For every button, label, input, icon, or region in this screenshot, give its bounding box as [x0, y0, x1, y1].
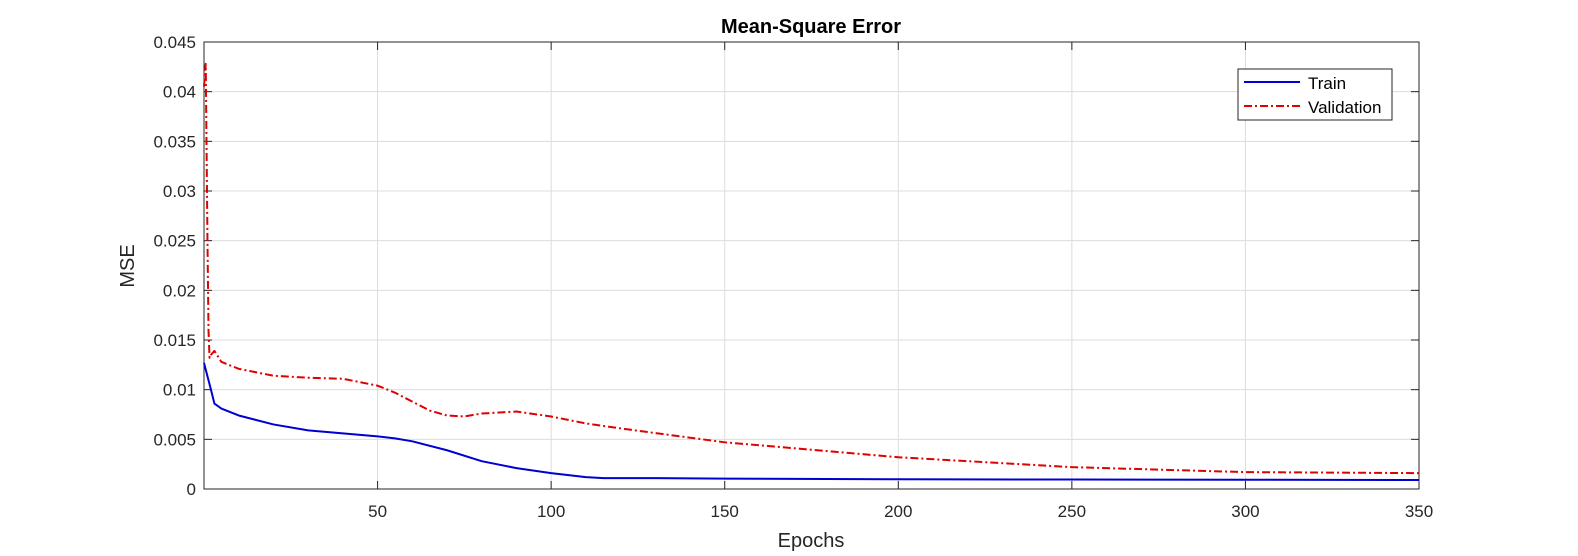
x-tick-labels: 50 100 150 200 250 300 350 [368, 502, 1433, 521]
series-line-train [203, 362, 1420, 482]
x-tick-label: 100 [537, 502, 565, 521]
y-tick-label: 0.04 [163, 83, 196, 102]
legend-validation-label: Validation [1308, 98, 1381, 117]
x-tick-label: 50 [368, 502, 387, 521]
x-tick-label: 350 [1405, 502, 1433, 521]
y-tick-label: 0.005 [153, 430, 196, 449]
y-tick-label: 0.025 [153, 232, 196, 251]
y-tick-label: 0.03 [163, 182, 196, 201]
y-tick-label: 0 [187, 480, 196, 499]
grid-lines [204, 41, 1420, 490]
legend-train-label: Train [1308, 74, 1346, 93]
legend: Train Validation [1237, 68, 1393, 121]
axis-ticks [204, 41, 1420, 490]
x-tick-label: 150 [711, 502, 739, 521]
y-tick-label: 0.02 [163, 281, 196, 300]
x-tick-label: 300 [1231, 502, 1259, 521]
series-line-validation [203, 62, 1420, 475]
x-tick-label: 200 [884, 502, 912, 521]
chart-title: Mean-Square Error [721, 16, 901, 38]
x-axis-label: Epochs [778, 530, 845, 552]
series-lines [203, 62, 1420, 482]
y-tick-label: 0.015 [153, 331, 196, 350]
x-tick-label: 250 [1058, 502, 1086, 521]
legend-box [1237, 68, 1393, 121]
y-tick-label: 0.045 [153, 33, 196, 52]
y-tick-label: 0.035 [153, 132, 196, 151]
y-tick-label: 0.01 [163, 381, 196, 400]
y-axis-label: MSE [117, 244, 139, 287]
plot-area-frame [203, 41, 1420, 490]
y-tick-labels: 0 0.005 0.01 0.015 0.02 0.025 0.03 0.035 0.04 0.0… [153, 33, 196, 499]
